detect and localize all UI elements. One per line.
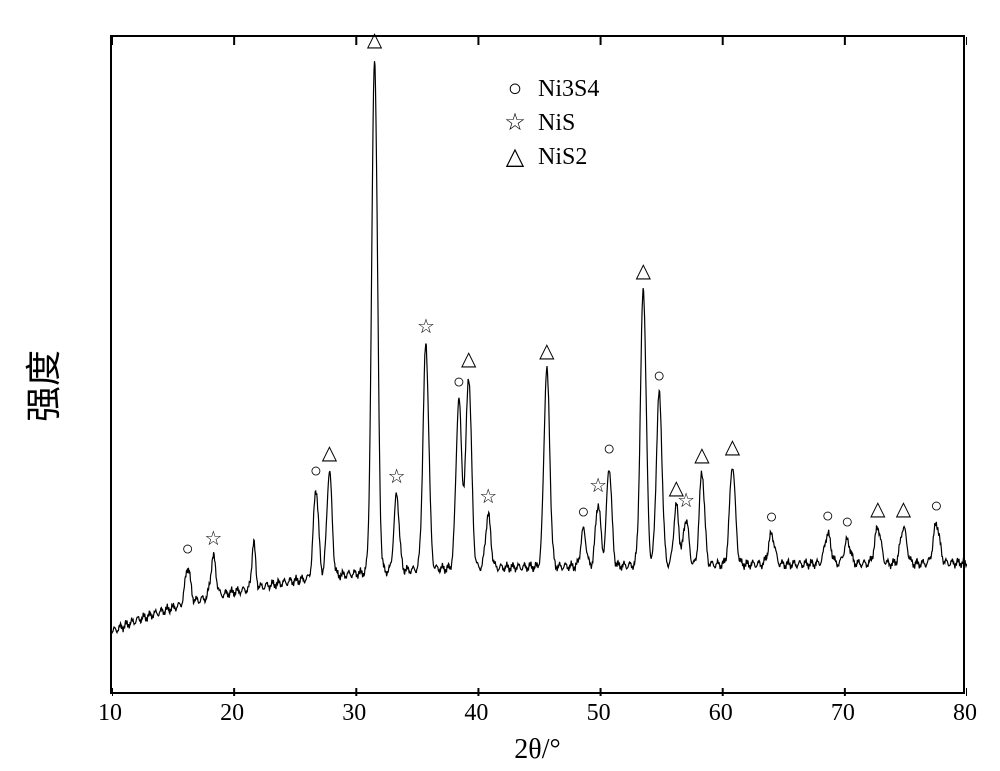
circle-icon: ○: [502, 72, 528, 106]
plot-area: ○☆○△△☆☆○△☆△○☆○△○△☆△△○○○△△○ ○Ni3S4☆NiS△Ni…: [110, 35, 965, 694]
x-axis-label: 2θ/°: [514, 734, 560, 765]
star-marker: ☆: [479, 484, 497, 509]
triangle-marker: △: [539, 338, 554, 363]
star-marker: ☆: [388, 464, 406, 489]
x-tick-label: 40: [464, 700, 488, 727]
star-icon: ☆: [502, 106, 528, 140]
y-axis-label: 强度: [15, 349, 67, 421]
triangle-marker: △: [725, 434, 740, 459]
circle-marker: ○: [822, 505, 834, 528]
circle-marker: ○: [603, 438, 615, 461]
triangle-marker: △: [322, 440, 337, 465]
triangle-marker: △: [636, 258, 651, 283]
circle-marker: ○: [310, 460, 322, 483]
x-tick-label: 80: [953, 700, 977, 727]
star-marker: ☆: [589, 473, 607, 498]
triangle-marker: △: [896, 496, 911, 521]
legend-item: △ NiS2: [502, 140, 599, 174]
triangle-marker: △: [367, 27, 382, 52]
legend-item: ○ Ni3S4: [502, 72, 599, 106]
circle-marker: ○: [841, 511, 853, 534]
circle-marker: ○: [182, 538, 194, 561]
x-axis-label-wrap: 2θ/°: [110, 734, 965, 766]
triangle-marker: △: [694, 442, 709, 467]
star-marker: ☆: [204, 526, 222, 551]
x-tick-label: 10: [98, 700, 122, 727]
x-tick-label: 20: [220, 700, 244, 727]
circle-marker: ○: [766, 506, 778, 529]
circle-marker: ○: [930, 495, 942, 518]
circle-marker: ○: [453, 371, 465, 394]
legend: ○ Ni3S4 ☆ NiS △ NiS2: [502, 72, 599, 174]
circle-marker: ○: [653, 365, 665, 388]
circle-marker: ○: [577, 501, 589, 524]
star-marker: ☆: [417, 314, 435, 339]
x-tick-label: 70: [831, 700, 855, 727]
legend-label: NiS2: [538, 140, 587, 174]
star-marker: ☆: [677, 488, 695, 513]
triangle-marker: △: [461, 346, 476, 371]
legend-item: ☆ NiS: [502, 106, 599, 140]
legend-label: Ni3S4: [538, 72, 599, 106]
triangle-marker: △: [870, 496, 885, 521]
legend-label: NiS: [538, 106, 575, 140]
x-tick-label: 30: [342, 700, 366, 727]
x-tick-label: 50: [587, 700, 611, 727]
triangle-icon: △: [502, 140, 528, 174]
x-tick-label: 60: [709, 700, 733, 727]
